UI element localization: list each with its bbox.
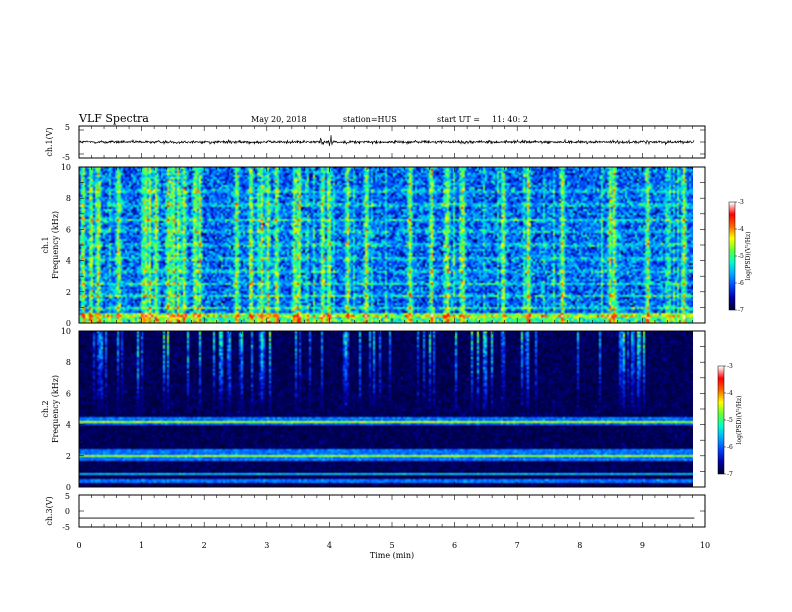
ch3-waveform-ylabel: ch.3(V) — [45, 496, 54, 525]
colorbar-tick-label: -6 — [738, 280, 744, 287]
figure-title: VLF Spectra — [78, 112, 149, 125]
ch1-waveform-panel: 5 -5 ch.1(V) — [45, 123, 706, 162]
frequency-ytick-label: 8 — [66, 194, 71, 203]
frequency-ytick-label: 0 — [66, 483, 71, 492]
colorbar-tick-label: -6 — [727, 444, 733, 451]
frequency-ytick-label: 6 — [66, 389, 71, 398]
ch2-colorbar-label: log(PSD)(V²/Hz) — [736, 396, 743, 445]
ch3-ytick-label-bottom: -5 — [62, 523, 70, 532]
x-axis-tick-label: 10 — [700, 541, 710, 550]
x-axis-tick-label: 5 — [389, 541, 394, 550]
header-start-label: start UT = — [437, 115, 480, 124]
x-axis-tick-label: 6 — [452, 541, 457, 550]
ch1-spectrogram-ylabel-channel: ch.1 — [41, 236, 50, 253]
header-date: May 20, 2018 — [251, 115, 307, 124]
ch2-colorbar-tick-labels: -3 -4 -5 -6 -7 — [724, 363, 733, 478]
ch1-spectrogram-ticks — [78, 166, 706, 324]
ch2-spectrogram-ylabel-frequency: Frequency (kHz) — [51, 375, 60, 443]
colorbar-tick-label: -4 — [727, 390, 733, 397]
ch2-spectrogram-panel: 0 2 4 6 8 10 ch.2 Frequency (kHz) — [41, 327, 706, 492]
frequency-ytick-label: 6 — [66, 225, 71, 234]
frequency-ytick-label: 10 — [61, 327, 71, 336]
ch1-spectrogram-ylabel-frequency: Frequency (kHz) — [51, 211, 60, 279]
x-axis-label: Time (min) — [370, 551, 414, 560]
ch1-waveform-ylabel: ch.1(V) — [45, 127, 54, 156]
ch2-spectrogram-ytick-labels: 0 2 4 6 8 10 — [61, 327, 71, 492]
header-station: station=HUS — [343, 115, 397, 124]
ch1-waveform-trace — [78, 135, 695, 146]
x-axis-tick-label: 7 — [515, 541, 520, 550]
frequency-ytick-label: 8 — [66, 358, 71, 367]
x-axis-tick-label: 3 — [264, 541, 269, 550]
ch2-colorbar: -3 -4 -5 -6 -7 log(PSD)(V²/Hz) — [717, 363, 743, 478]
ch1-ytick-label-top: 5 — [65, 123, 70, 132]
ch3-ytick-label-middle: 0 — [65, 507, 70, 516]
x-axis-tick-label: 4 — [327, 541, 332, 550]
ch1-waveform-ticks — [78, 126, 706, 158]
frequency-ytick-label: 0 — [66, 319, 71, 328]
ch2-spectrogram-ylabel-channel: ch.2 — [41, 400, 50, 417]
colorbar-tick-label: -7 — [727, 471, 733, 478]
x-axis-tick-label: 1 — [139, 541, 144, 550]
colorbar-tick-label: -7 — [738, 307, 744, 314]
ch2-spectrogram-empty-tail — [693, 331, 705, 487]
colorbar-tick-label: -3 — [727, 363, 733, 370]
ch1-waveform-line — [78, 135, 695, 146]
x-axis-tick-labels: 0 1 2 3 4 5 6 7 8 9 10 — [76, 541, 710, 550]
colorbar-tick-label: -4 — [738, 226, 744, 233]
frequency-ytick-label: 2 — [66, 288, 71, 297]
x-axis-tick-label: 8 — [577, 541, 582, 550]
ch1-spectrogram-ytick-labels: 0 2 4 6 8 10 — [61, 163, 71, 328]
ch1-ytick-label-bottom: -5 — [62, 153, 70, 162]
frequency-ytick-label: 4 — [66, 421, 71, 430]
header-start-time: 11: 40: 2 — [492, 115, 528, 124]
ch3-ytick-label-top: 5 — [65, 492, 70, 501]
x-axis-tick-label: 0 — [76, 541, 81, 550]
ch2-spectrogram-image — [79, 331, 693, 487]
ch1-colorbar-gradient — [729, 202, 735, 310]
ch3-waveform-ticks — [78, 494, 706, 528]
frequency-ytick-label: 10 — [61, 163, 71, 172]
ch3-waveform-panel: 5 0 -5 ch.3(V) — [45, 492, 706, 532]
ch1-spectrogram-image — [79, 167, 693, 323]
ch2-colorbar-gradient — [718, 366, 724, 474]
colorbar-tick-label: -5 — [727, 417, 733, 424]
frequency-ytick-label: 2 — [66, 452, 71, 461]
ch1-colorbar: -3 -4 -5 -6 -7 log(PSD)(V²/Hz) — [728, 199, 752, 314]
ch1-spectrogram-empty-tail — [693, 167, 705, 323]
frequency-ytick-label: 4 — [66, 257, 71, 266]
colorbar-tick-label: -3 — [738, 199, 744, 206]
ch1-spectrogram-panel: 0 2 4 6 8 10 ch.1 Frequency (kHz) — [41, 163, 706, 328]
ch1-colorbar-label: log(PSD)(V²/Hz) — [745, 232, 752, 281]
ch1-colorbar-tick-labels: -3 -4 -5 -6 -7 — [735, 199, 744, 314]
colorbar-tick-label: -5 — [738, 253, 744, 260]
x-axis-tick-label: 9 — [640, 541, 645, 550]
x-axis-tick-label: 2 — [202, 541, 207, 550]
ch2-spectrogram-ticks — [78, 330, 706, 488]
